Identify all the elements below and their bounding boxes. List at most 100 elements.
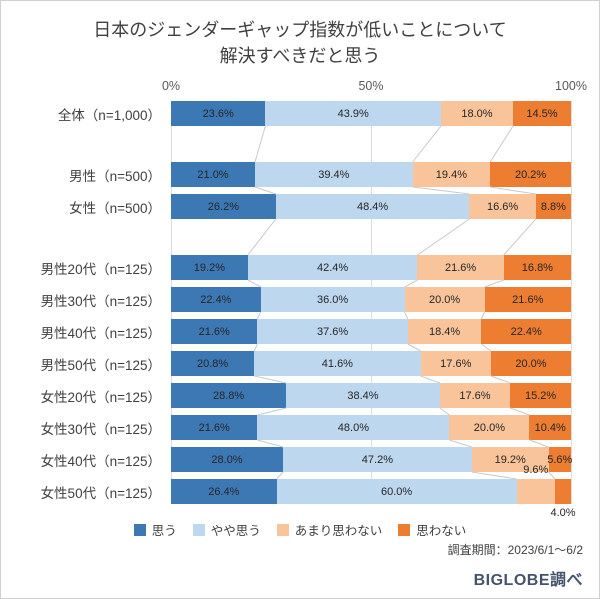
bar-segment: 22.4% [171, 287, 261, 313]
value-label: 22.4% [510, 325, 542, 338]
bar-segment: 60.0% [276, 479, 517, 505]
bar-segment: 28.0% [171, 447, 283, 473]
bar-segment: 8.8% [535, 194, 571, 220]
bar-segment: 20.2% [490, 162, 571, 188]
value-label: 17.6% [459, 389, 491, 402]
legend-label: 思わない [416, 524, 467, 539]
value-label: 43.9% [337, 107, 369, 120]
bar-segment: 48.0% [257, 415, 450, 441]
value-label: 21.6% [198, 421, 230, 434]
bar-segment: 26.4% [171, 479, 277, 505]
bar-segment: 17.6% [439, 383, 511, 409]
stacked-bar: 28.0% 47.2% 19.2% 5.6% [171, 447, 573, 473]
legend: 思う やや思う あまり思わない 思わない [1, 520, 599, 539]
legend-item: 思わない [398, 520, 466, 539]
legend-item: 思う [133, 520, 177, 539]
stacked-bar: 21.0% 39.4% 19.4% 20.2% [171, 162, 571, 188]
chart-row: 女性（n=500） 26.2% 48.4% 16.6% 8.8% [11, 194, 571, 220]
bar-segment: 23.6% [171, 101, 266, 127]
value-label: 48.4% [356, 200, 389, 213]
chart-row: 男性30代（n=125） 22.4% 36.0% 20.0% 21.6% [11, 287, 571, 313]
chart-row: 男性（n=500） 21.0% 39.4% 19.4% 20.2% [11, 162, 571, 188]
value-label: 20.0% [515, 357, 547, 370]
chart-body: 全体（n=1,000） 23.6% 43.9% 18.0% 14.5% 男性（n=500）… [11, 101, 576, 519]
value-label: 8.8% [540, 200, 566, 213]
bar-segment: 19.2% [471, 447, 549, 473]
value-label: 28.0% [211, 453, 243, 466]
value-label: 42.4% [316, 261, 349, 274]
value-label: 48.0% [337, 421, 369, 434]
value-label: 26.2% [207, 200, 239, 213]
axis-tick-label: 50% [358, 79, 384, 94]
bar-segment: 19.4% [412, 162, 491, 188]
bar-segment: 47.2% [283, 447, 472, 473]
bar-segment: 43.9% [265, 101, 441, 127]
bar-segment: 20.8% [171, 351, 255, 377]
bar-segment: 5.6% [547, 447, 573, 473]
row-label: 女性40代（n=125） [40, 453, 161, 469]
bar-segment: 18.4% [407, 319, 482, 345]
bar-segment: 20.0% [490, 351, 571, 377]
value-label: 9.6% [523, 464, 549, 477]
row-label: 全体（n=1,000） [57, 107, 161, 123]
value-label: 23.6% [202, 107, 234, 120]
bar-segment: 20.0% [449, 415, 530, 441]
bar-segment: 16.8% [503, 255, 571, 281]
value-label: 10.4% [534, 421, 566, 434]
bar-segment: 21.6% [484, 287, 571, 313]
chart-title: 日本のジェンダーギャップ指数が低いことについて 解決すべきだと思う [1, 17, 599, 69]
chart-row: 女性30代（n=125） 21.6% 48.0% 20.0% 10.4% [11, 415, 571, 441]
stacked-bar: 28.8% 38.4% 17.6% 15.2% [171, 383, 571, 409]
bar-segment: 4.0% [550, 479, 576, 519]
stacked-bar: 22.4% 36.0% 20.0% 21.6% [171, 287, 571, 313]
value-label: 36.0% [316, 293, 349, 306]
x-axis-ticks: 0% 50% 100% [162, 79, 587, 97]
legend-label: 思う [151, 524, 177, 539]
chart-area: 0% 50% 100% 全体（n=1,000） 23.6% 43.9% 18.0% 14.5… [11, 79, 587, 519]
stacked-bar: 21.6% 48.0% 20.0% 10.4% [171, 415, 571, 441]
value-label: 20.8% [196, 357, 229, 370]
legend-item: あまり思わない [276, 520, 382, 539]
value-label: 20.0% [473, 421, 505, 434]
value-label: 19.4% [435, 168, 467, 181]
chart-row: 男性20代（n=125） 19.2% 42.4% 21.6% 16.8% [11, 255, 571, 281]
bar-segment: 42.4% [247, 255, 418, 281]
value-label: 22.4% [200, 293, 232, 306]
source-logo: BIGLOBE調べ [473, 572, 583, 589]
bar-segment: 17.6% [420, 351, 491, 377]
axis-tick-label: 0% [161, 79, 181, 94]
value-label: 14.5% [526, 107, 558, 120]
value-label: 21.6% [444, 261, 477, 274]
value-label: 39.4% [318, 168, 350, 181]
stacked-bar: 21.6% 37.6% 18.4% 22.4% [171, 319, 571, 345]
chart-row: 男性50代（n=125） 20.8% 41.6% 17.6% 20.0% [11, 351, 571, 377]
footer: 調査期間：2023/6/1～6/2 BIGLOBE調べ [448, 541, 583, 590]
bar-segment: 26.2% [171, 194, 276, 220]
stacked-bar: 19.2% 42.4% 21.6% 16.8% [171, 255, 571, 281]
bar-segment: 16.6% [469, 194, 536, 220]
bar-segment: 21.6% [417, 255, 504, 281]
chart-title-line2: 解決すべきだと思う [219, 46, 381, 67]
value-label: 17.6% [440, 357, 472, 370]
value-label: 5.6% [547, 453, 573, 466]
bar-segment: 21.0% [171, 162, 255, 188]
stacked-bar: 20.8% 41.6% 17.6% 20.0% [171, 351, 571, 377]
chart-rows: 全体（n=1,000） 23.6% 43.9% 18.0% 14.5% 男性（n=500）… [11, 101, 576, 519]
chart-row: 女性40代（n=125） 28.0% 47.2% 19.2% 5.6% [11, 447, 573, 473]
bar-segment: 15.2% [510, 383, 571, 409]
row-label: 女性（n=500） [69, 200, 161, 216]
stacked-bar: 26.4% 60.0% 9.6% 4.0% [171, 464, 576, 519]
bar-segment: 22.4% [481, 319, 571, 345]
bar-segment: 38.4% [286, 383, 440, 409]
bar-segment: 28.8% [171, 383, 287, 409]
chart-row: 男性40代（n=125） 21.6% 37.6% 18.4% 22.4% [11, 319, 571, 345]
bar-segment: 41.6% [254, 351, 421, 377]
value-label: 21.6% [512, 293, 544, 306]
row-label: 女性20代（n=125） [40, 389, 161, 405]
row-label: 女性30代（n=125） [40, 421, 161, 437]
value-label: 20.0% [428, 293, 461, 306]
value-label: 41.6% [321, 357, 353, 370]
legend-swatch [133, 523, 146, 536]
survey-period: 調査期間：2023/6/1～6/2 [447, 543, 583, 557]
